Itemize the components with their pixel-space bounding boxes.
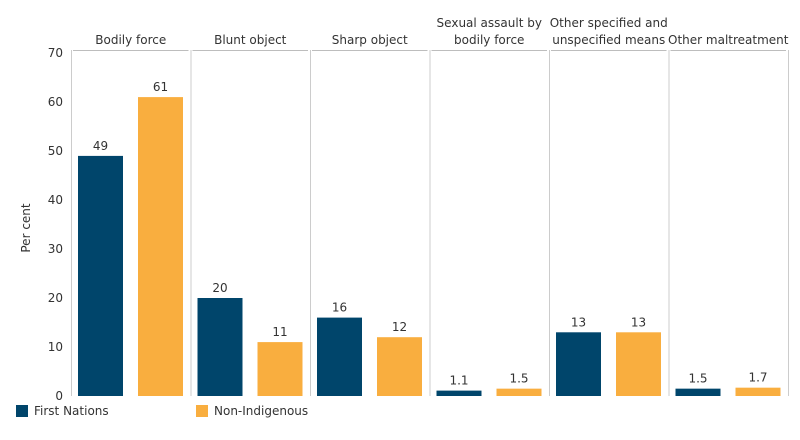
legend-label-first-nations: First Nations <box>34 404 109 418</box>
y-axis-label: Per cent <box>19 203 33 253</box>
data-label: 49 <box>93 139 108 153</box>
category-label: Sharp object <box>332 33 408 47</box>
category-label: Other maltreatment <box>668 33 789 47</box>
data-label: 11 <box>272 325 287 339</box>
legend-label-non-indigenous: Non-Indigenous <box>214 404 309 418</box>
bar-non-indigenous <box>138 97 183 396</box>
data-label: 1.5 <box>509 372 528 386</box>
data-label: 1.5 <box>688 372 707 386</box>
data-label: 13 <box>571 315 586 329</box>
legend: First Nations Non-Indigenous <box>16 404 376 418</box>
legend-swatch-non-indigenous <box>196 405 208 417</box>
bar-non-indigenous <box>257 342 303 396</box>
category-label: Blunt object <box>214 33 287 47</box>
bar-first-nations <box>78 155 123 396</box>
y-tick-label: 20 <box>48 291 63 305</box>
y-tick-label: 30 <box>48 242 63 256</box>
bar-first-nations <box>556 332 601 396</box>
bar-non-indigenous <box>496 388 542 396</box>
bars <box>78 97 781 396</box>
data-labels: 49 20 16 1.1 13 1.5 61 11 12 1.5 13 1.7 <box>93 80 768 388</box>
bar-first-nations <box>675 388 721 396</box>
data-label: 16 <box>332 301 347 315</box>
data-label: 12 <box>392 320 407 334</box>
bar-non-indigenous <box>377 337 422 396</box>
bar-first-nations <box>436 390 482 396</box>
legend-item-first-nations: First Nations <box>16 404 196 418</box>
category-label: Bodily force <box>95 33 166 47</box>
bar-non-indigenous <box>616 332 661 396</box>
y-tick-label: 50 <box>48 144 63 158</box>
legend-swatch-first-nations <box>16 405 28 417</box>
bar-non-indigenous <box>735 387 781 396</box>
category-label: Sexual assault by <box>437 16 542 30</box>
data-label: 1.1 <box>449 374 468 388</box>
bar-first-nations <box>317 317 362 396</box>
y-axis: 0 10 20 30 40 50 60 70 <box>48 46 63 403</box>
y-tick-label: 70 <box>48 46 63 60</box>
category-panels: Bodily force Blunt object Sharp object Sexu… <box>71 16 789 396</box>
data-label: 20 <box>212 281 227 295</box>
y-tick-label: 10 <box>48 340 63 354</box>
y-tick-label: 60 <box>48 95 63 109</box>
data-label: 13 <box>631 315 646 329</box>
legend-item-non-indigenous: Non-Indigenous <box>196 404 376 418</box>
data-label: 61 <box>153 80 168 94</box>
data-label: 1.7 <box>748 371 767 385</box>
y-tick-label: 0 <box>55 389 63 403</box>
category-label: bodily force <box>454 33 524 47</box>
y-tick-label: 40 <box>48 193 63 207</box>
category-label: unspecified means <box>552 33 665 47</box>
bar-first-nations <box>197 298 243 396</box>
category-label: Other specified and <box>550 16 668 30</box>
